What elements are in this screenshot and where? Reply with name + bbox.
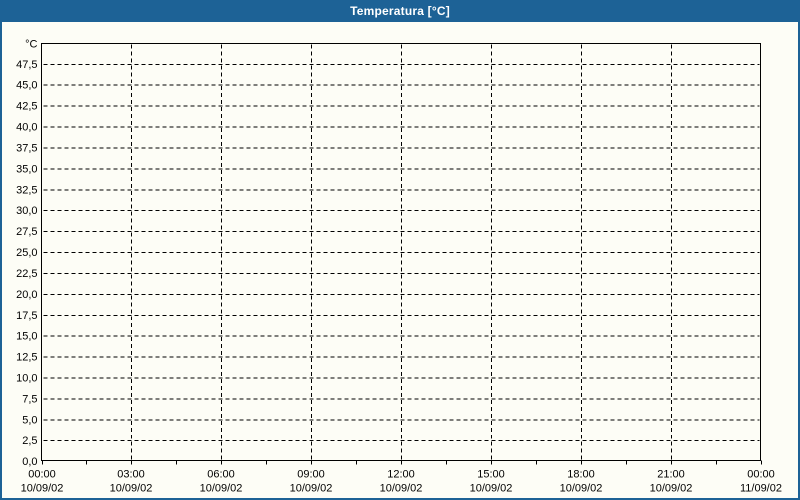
y-tick-label: 20,0 [16,289,37,301]
x-tick-time-label: 18:00 [567,469,595,481]
y-tick-label: 17,5 [16,310,37,322]
window-title: Temperatura [°C] [350,4,450,18]
y-tick-label: 42,5 [16,101,37,113]
x-tick-time-label: 15:00 [477,469,505,481]
gridlines [43,44,760,460]
x-tick-date-label: 10/09/02 [110,483,153,495]
y-tick-label: 35,0 [16,163,37,175]
y-tick-label: 10,0 [16,373,37,385]
x-tick-date-label: 11/09/02 [740,483,782,495]
window-titlebar: Temperatura [°C] [2,2,798,22]
x-tick-time-label: 09:00 [297,469,325,481]
x-tick-time-label: 12:00 [387,469,415,481]
y-tick-label: 12,5 [16,352,37,364]
temperature-chart: 0,0 2,5 5,0 7,5 10,0 12,5 15,0 17,5 20,0 22,5 25,0… [16,38,782,495]
y-tick-label: 27,5 [16,226,37,238]
x-tick-date-label: 10/09/02 [560,483,603,495]
x-axis-ticks [42,460,762,465]
x-axis-labels: 00:00 10/09/02 03:00 10/09/02 06:00 10/09/02 0… [21,469,782,495]
y-tick-label: 7,5 [22,393,37,405]
y-tick-label: 37,5 [16,142,37,154]
y-axis-labels: 0,0 2,5 5,0 7,5 10,0 12,5 15,0 17,5 20,0 22,5 25,0… [16,38,37,468]
x-tick-date-label: 10/09/02 [380,483,423,495]
chart-area: 0,0 2,5 5,0 7,5 10,0 12,5 15,0 17,5 20,0 22,5 25,0… [2,22,798,498]
y-tick-label: 2,5 [22,435,37,447]
y-tick-label: 45,0 [16,80,37,92]
x-tick-date-label: 10/09/02 [470,483,513,495]
y-tick-label: 0,0 [22,456,37,468]
y-tick-label: 5,0 [22,414,37,426]
y-tick-label: 40,0 [16,122,37,134]
x-tick-time-label: 00:00 [747,469,775,481]
x-tick-date-label: 10/09/02 [290,483,333,495]
x-tick-time-label: 03:00 [117,469,145,481]
y-tick-label: 22,5 [16,268,37,280]
y-axis-unit-label: °C [25,38,37,50]
x-tick-time-label: 21:00 [657,469,685,481]
y-tick-label: 25,0 [16,247,37,259]
y-tick-label: 32,5 [16,184,37,196]
x-tick-date-label: 10/09/02 [21,483,64,495]
y-tick-label: 15,0 [16,331,37,343]
x-tick-time-label: 06:00 [207,469,235,481]
x-tick-time-label: 00:00 [28,469,56,481]
y-tick-label: 47,5 [16,59,37,71]
x-tick-date-label: 10/09/02 [200,483,243,495]
x-tick-date-label: 10/09/02 [650,483,693,495]
y-tick-label: 30,0 [16,205,37,217]
